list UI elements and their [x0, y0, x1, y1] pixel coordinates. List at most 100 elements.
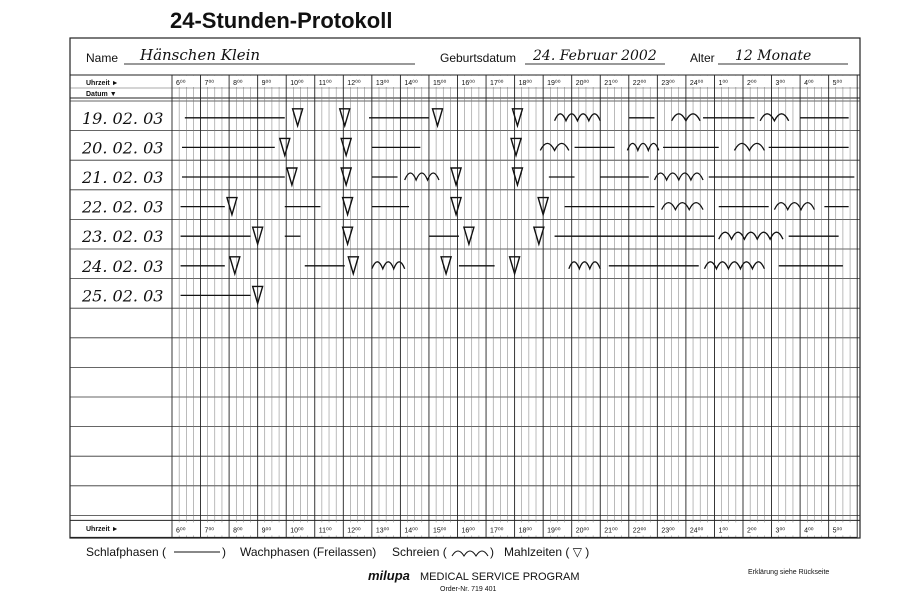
hour-label: 19⁰⁰ — [547, 79, 561, 87]
label-bg — [345, 522, 369, 536]
crying-phase — [404, 172, 440, 182]
hour-label: 10⁰⁰ — [290, 79, 304, 87]
label-bg — [231, 522, 255, 536]
label-bg — [630, 76, 655, 87]
hour-label: 3⁰⁰ — [776, 79, 786, 87]
hour-label: 15⁰⁰ — [433, 79, 447, 87]
label-bg — [259, 522, 284, 536]
hour-label-bottom: 8⁰⁰ — [233, 526, 243, 534]
meal — [340, 137, 353, 158]
label-bg — [459, 522, 484, 536]
meal — [431, 108, 444, 129]
hour-label-bottom: 20⁰⁰ — [576, 526, 590, 534]
label-bg — [202, 522, 227, 536]
crying-phase — [733, 142, 765, 152]
label-bg — [545, 522, 569, 536]
time-label-bottom: Uhrzeit ► — [86, 526, 119, 533]
label-bg — [745, 522, 769, 536]
hour-label-bottom: 11⁰⁰ — [319, 526, 332, 534]
date: 19. 02. 03 — [82, 109, 163, 128]
crying-phase — [703, 261, 766, 271]
hour-label-bottom: 4⁰⁰ — [804, 526, 814, 534]
label-bg — [174, 522, 198, 536]
meal — [251, 285, 264, 306]
date-label: Datum ▼ — [86, 91, 117, 98]
label-bg — [545, 76, 569, 87]
hour-label-bottom: 24⁰⁰ — [690, 526, 704, 534]
hour-label: 14⁰⁰ — [404, 79, 418, 87]
birth-value: 24. Februar 2002 — [532, 48, 657, 64]
date: 24. 02. 03 — [81, 257, 163, 276]
hour-label-bottom: 18⁰⁰ — [519, 526, 533, 534]
label-bg — [687, 76, 712, 87]
meal — [532, 226, 545, 247]
label-bg — [802, 522, 826, 536]
crying-phase — [671, 113, 701, 123]
meal — [510, 137, 522, 158]
legend-cry-end: ) — [490, 545, 494, 559]
birth-label: Geburtsdatum — [440, 51, 516, 65]
crying-phase — [718, 231, 784, 241]
crying-phase — [759, 113, 790, 123]
date: 25. 02. 03 — [81, 286, 163, 305]
meal — [285, 167, 298, 188]
meal — [341, 226, 354, 247]
hour-label-bottom: 21⁰⁰ — [604, 526, 618, 534]
label-bg — [659, 522, 683, 536]
label-bg — [373, 522, 398, 536]
hour-label-bottom: 1⁰⁰ — [718, 526, 728, 534]
program: MEDICAL SERVICE PROGRAM — [420, 571, 580, 583]
label-bg — [488, 522, 512, 536]
hour-label: 12⁰⁰ — [347, 79, 361, 87]
meal — [537, 196, 550, 218]
hour-label: 17⁰⁰ — [490, 79, 504, 87]
hour-label: 5⁰⁰ — [833, 79, 843, 87]
meal — [440, 256, 453, 277]
hour-label-bottom: 5⁰⁰ — [833, 526, 843, 534]
label-bg — [687, 522, 712, 536]
hour-label-bottom: 22⁰⁰ — [633, 526, 647, 534]
age-label: Alter — [690, 51, 715, 65]
hour-label-bottom: 19⁰⁰ — [547, 526, 561, 534]
label-bg — [573, 76, 598, 87]
hour-label: 16⁰⁰ — [462, 79, 476, 87]
label-bg — [202, 76, 227, 87]
hour-label-bottom: 9⁰⁰ — [262, 526, 272, 534]
hour-label: 23⁰⁰ — [661, 79, 675, 87]
label-bg — [488, 76, 512, 87]
hour-label: 9⁰⁰ — [262, 79, 272, 87]
hour-label: 1⁰⁰ — [718, 79, 728, 87]
age-value: 12 Monate — [735, 48, 811, 64]
label-bg — [288, 522, 312, 536]
hour-label: 4⁰⁰ — [804, 79, 814, 87]
time-label: Uhrzeit ► — [86, 80, 119, 87]
label-bg — [716, 76, 740, 87]
meal — [462, 226, 475, 247]
label-bg — [630, 522, 655, 536]
meal — [251, 226, 264, 247]
hour-label: 7⁰⁰ — [205, 79, 215, 87]
label-bg — [802, 76, 826, 87]
crying-phase — [553, 113, 601, 123]
label-bg — [516, 76, 541, 87]
label-bg — [830, 522, 855, 536]
label-bg — [288, 76, 312, 87]
date: 23. 02. 03 — [81, 227, 163, 246]
hour-label-bottom: 6⁰⁰ — [176, 526, 186, 534]
hour-label: 21⁰⁰ — [604, 79, 618, 87]
hour-label: 11⁰⁰ — [319, 79, 332, 87]
hour-label: 18⁰⁰ — [519, 79, 533, 87]
legend-sleep-end: ) — [222, 545, 226, 559]
date: 21. 02. 03 — [81, 168, 163, 187]
meal — [291, 108, 304, 129]
hour-label: 2⁰⁰ — [747, 79, 757, 87]
date: 20. 02. 03 — [81, 138, 163, 157]
date: 22. 02. 03 — [81, 198, 163, 217]
meal — [511, 108, 524, 129]
hour-label-bottom: 23⁰⁰ — [661, 526, 675, 534]
label-bg — [316, 76, 341, 87]
hour-label-bottom: 13⁰⁰ — [376, 526, 390, 534]
hour-label: 6⁰⁰ — [176, 79, 186, 87]
table-frame — [69, 37, 861, 539]
